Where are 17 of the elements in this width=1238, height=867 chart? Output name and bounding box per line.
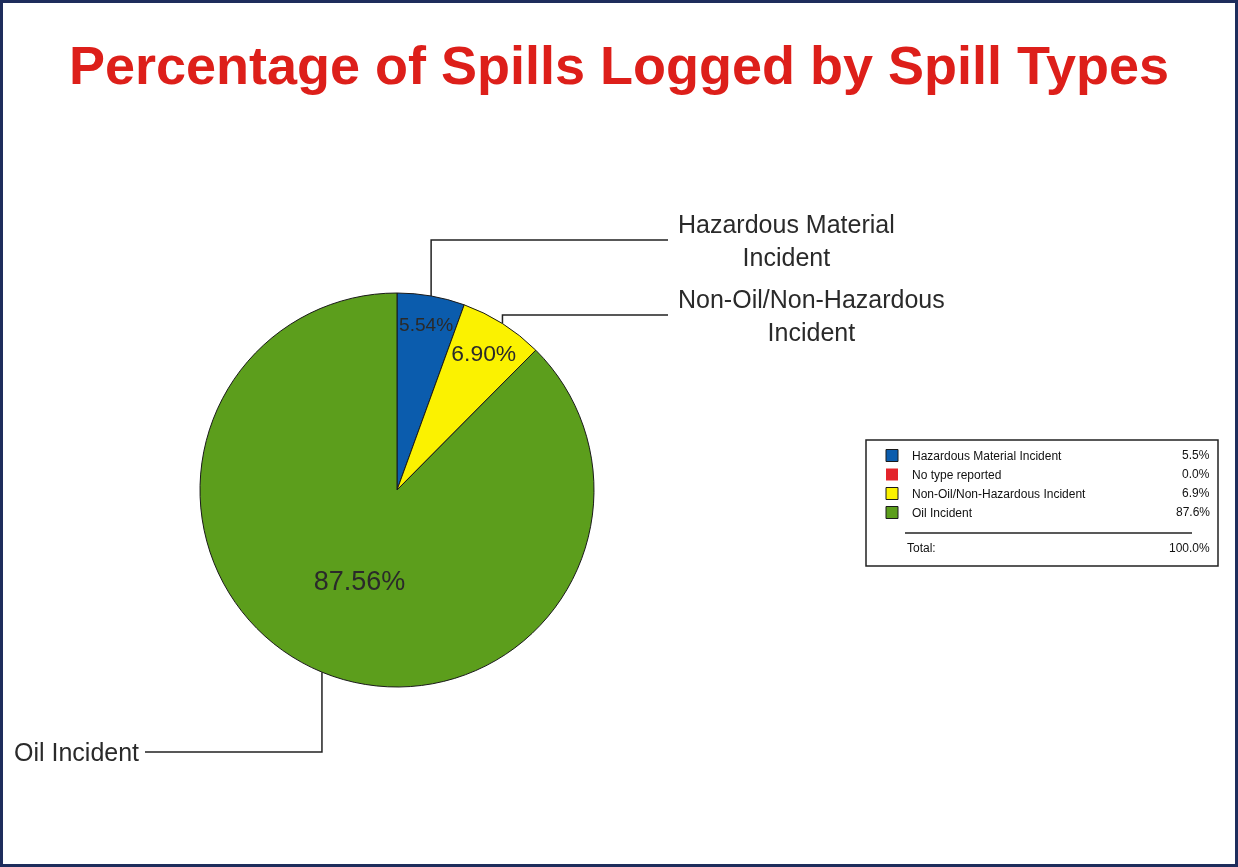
legend-label: Hazardous Material Incident [912, 449, 1063, 464]
legend-label: Oil Incident [912, 506, 973, 521]
chart-title: Percentage of Spills Logged by Spill Types [68, 34, 1170, 95]
data-label: 5.54% [399, 313, 454, 335]
text: Total: [907, 541, 936, 555]
data-label: 6.90% [451, 339, 517, 366]
text: 0.0% [1182, 467, 1210, 481]
data-label: 87.56% [313, 566, 406, 597]
slice-label: Non-Oil/Non-Hazardous Incident [678, 285, 945, 346]
text: 5.5% [1182, 448, 1210, 462]
slice-label: Hazardous Material Incident [678, 210, 895, 271]
slice-label: Oil Incident [14, 738, 140, 766]
text: 100.0% [1169, 541, 1211, 555]
text: 87.6% [1176, 505, 1211, 519]
legend-label: No type reported [912, 468, 1002, 483]
text: 6.9% [1182, 486, 1210, 500]
legend-label: Non-Oil/Non-Hazardous Incident [912, 487, 1087, 502]
